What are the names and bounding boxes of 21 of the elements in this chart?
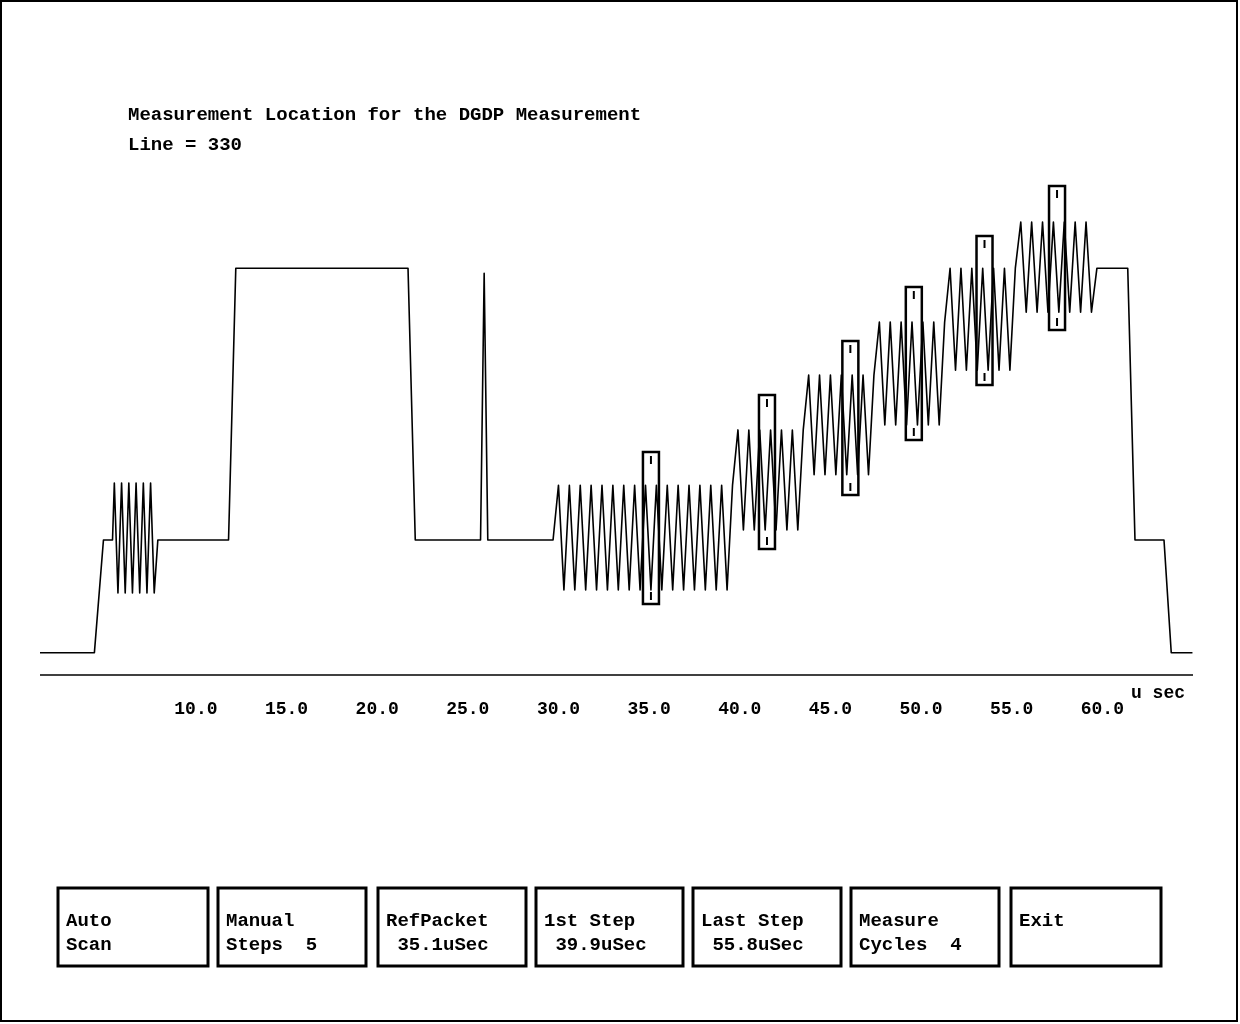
- x-tick-label: 25.0: [446, 699, 490, 719]
- x-tick-label: 35.0: [627, 699, 671, 719]
- x-tick-label: 10.0: [174, 699, 218, 719]
- text: 1st Step 39.9uSec: [544, 910, 647, 956]
- text: RefPacket 35.1uSec: [386, 910, 489, 956]
- x-tick-label: 45.0: [808, 699, 853, 719]
- text: Last Step 55.8uSec: [701, 910, 804, 956]
- x-tick-label: 20.0: [355, 699, 399, 719]
- x-tick-label: 60.0: [1080, 699, 1124, 719]
- x-tick-label: 55.0: [990, 699, 1034, 719]
- text: Auto Scan: [66, 910, 112, 956]
- x-tick-label: 15.0: [264, 699, 309, 719]
- x-axis-title: u sec: [1130, 683, 1186, 703]
- text: Measure Cycles 4: [859, 910, 962, 956]
- x-tick-label: 50.0: [899, 699, 943, 719]
- text: Manual Steps 5: [226, 910, 318, 956]
- chart-subtitle: Line = 330: [128, 134, 243, 156]
- chart-title: Measurement Location for the DGDP Measurement: [128, 104, 642, 126]
- x-tick-label: 40.0: [718, 699, 762, 719]
- text: Exit: [1019, 910, 1065, 932]
- x-tick-label: 30.0: [536, 699, 581, 719]
